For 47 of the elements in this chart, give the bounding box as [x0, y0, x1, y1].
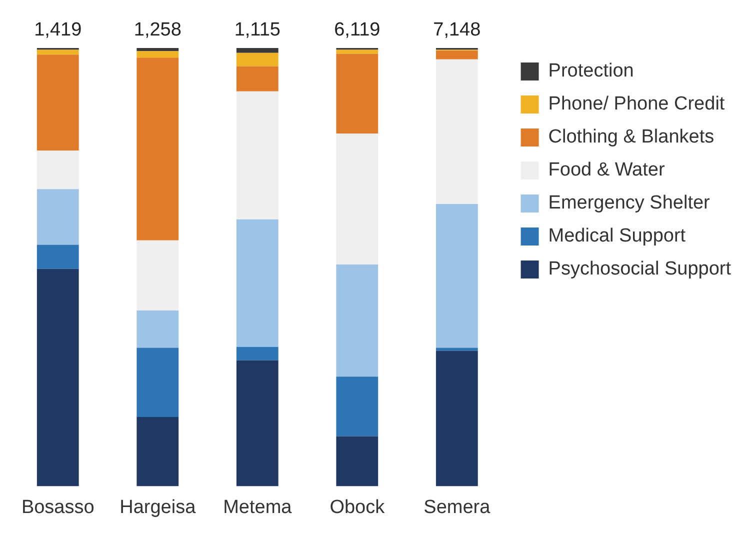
bar — [36, 189, 79, 245]
bar — [136, 416, 179, 486]
legend-label: Psychosocial Support — [548, 258, 732, 280]
legend-label: Clothing & Blankets — [548, 126, 714, 148]
bar — [436, 348, 478, 351]
bar — [236, 48, 278, 53]
x-tick-label: Semera — [424, 496, 491, 518]
text: 1,258 — [134, 20, 182, 41]
x-tick-label: Obock — [330, 496, 386, 518]
bar — [136, 240, 179, 310]
bar — [436, 59, 478, 204]
x-tick-label: Metema — [223, 496, 292, 518]
legend-label: Food & Water — [548, 160, 666, 181]
bar — [136, 310, 179, 348]
text: 1,115 — [234, 20, 280, 41]
bar — [36, 50, 79, 55]
bar — [236, 66, 278, 92]
bar — [336, 436, 378, 486]
bar — [336, 54, 378, 134]
x-tick-label: Bosasso — [21, 496, 94, 518]
text: 6,119 — [334, 20, 380, 41]
bar — [136, 51, 179, 58]
bar — [236, 52, 278, 66]
x-tick-label: Hargeisa — [120, 496, 196, 518]
bar — [436, 350, 478, 486]
bar — [136, 58, 179, 240]
legend-label: Emergency Shelter — [548, 192, 711, 214]
bar — [336, 264, 378, 377]
bar — [36, 150, 79, 190]
bar — [236, 346, 278, 360]
legend-label: Medical Support — [548, 226, 686, 247]
bar — [236, 219, 278, 347]
bar — [136, 48, 179, 52]
bar — [36, 268, 79, 486]
bar — [336, 133, 378, 264]
legend-label: Protection — [548, 60, 634, 82]
bar — [336, 376, 378, 436]
legend-label: Phone/ Phone Credit — [548, 94, 726, 115]
bar — [236, 360, 278, 486]
text: 7,148 — [433, 20, 481, 41]
text: 1,419 — [34, 20, 82, 41]
bar — [136, 348, 179, 417]
bar — [436, 50, 478, 60]
bar — [436, 204, 478, 348]
bar — [36, 244, 79, 269]
bar — [236, 91, 278, 220]
bar — [36, 54, 79, 151]
